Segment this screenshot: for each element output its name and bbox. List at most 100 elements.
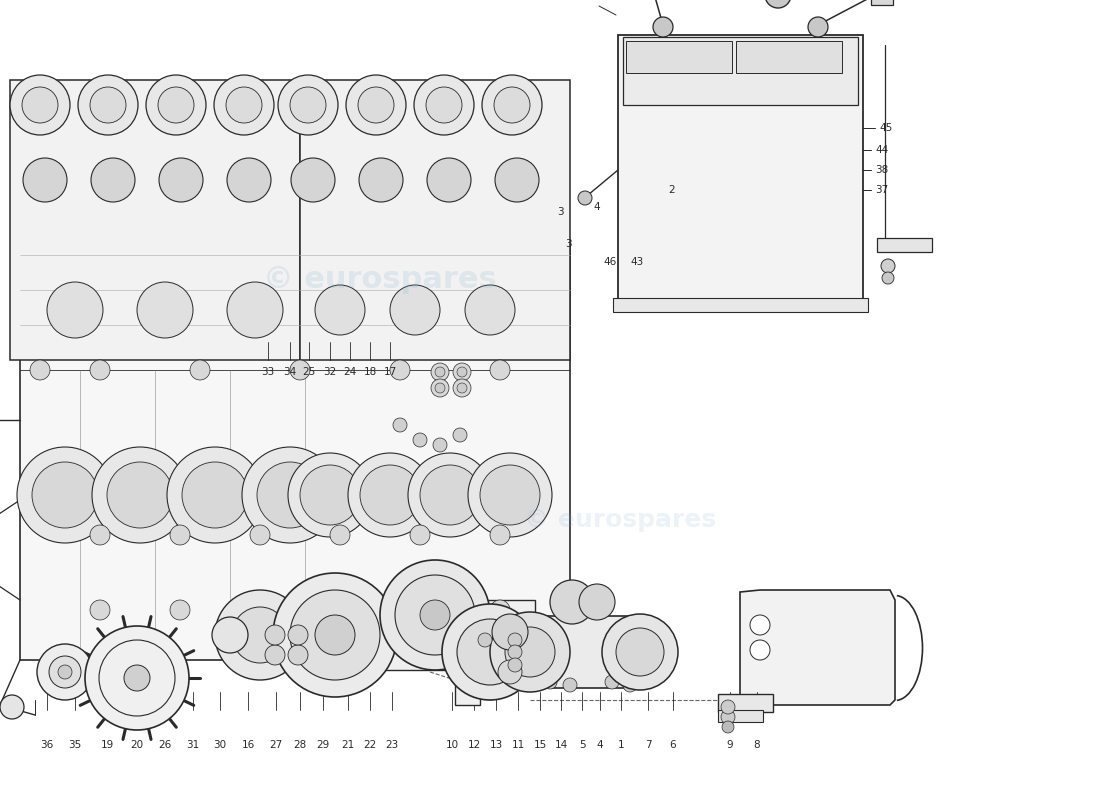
Circle shape: [16, 447, 113, 543]
Circle shape: [490, 600, 510, 620]
Circle shape: [410, 525, 430, 545]
Circle shape: [288, 625, 308, 645]
Circle shape: [563, 678, 578, 692]
Circle shape: [881, 259, 895, 273]
Text: 16: 16: [241, 740, 254, 750]
Circle shape: [764, 0, 791, 8]
Circle shape: [490, 360, 510, 380]
Bar: [877, 238, 932, 252]
Circle shape: [170, 600, 190, 620]
Circle shape: [478, 633, 492, 647]
Circle shape: [433, 438, 447, 452]
Circle shape: [453, 428, 468, 442]
Circle shape: [495, 158, 539, 202]
Text: 26: 26: [158, 740, 172, 750]
Circle shape: [360, 465, 420, 525]
Text: 24: 24: [343, 367, 356, 377]
Circle shape: [452, 627, 468, 643]
Circle shape: [412, 433, 427, 447]
Text: 9: 9: [727, 740, 734, 750]
Text: 25: 25: [302, 367, 316, 377]
Circle shape: [242, 447, 338, 543]
Text: 13: 13: [490, 740, 503, 750]
Circle shape: [265, 645, 285, 665]
Circle shape: [456, 383, 468, 393]
Circle shape: [107, 462, 173, 528]
Circle shape: [226, 87, 262, 123]
Text: 4: 4: [594, 202, 601, 212]
Circle shape: [434, 367, 446, 377]
Circle shape: [505, 627, 556, 677]
Circle shape: [227, 158, 271, 202]
Circle shape: [508, 633, 522, 647]
Circle shape: [490, 612, 570, 692]
Text: 22: 22: [363, 740, 376, 750]
Circle shape: [214, 75, 274, 135]
Text: 34: 34: [284, 367, 297, 377]
Text: 7: 7: [645, 740, 651, 750]
Circle shape: [808, 17, 828, 37]
Circle shape: [85, 626, 189, 730]
Circle shape: [492, 614, 528, 650]
Circle shape: [490, 525, 510, 545]
Polygon shape: [10, 80, 300, 360]
Circle shape: [480, 465, 540, 525]
Circle shape: [550, 580, 594, 624]
Circle shape: [90, 600, 110, 620]
Circle shape: [508, 658, 522, 672]
Circle shape: [300, 465, 360, 525]
Circle shape: [722, 721, 734, 733]
Text: 43: 43: [630, 257, 644, 267]
Circle shape: [138, 282, 192, 338]
Text: 19: 19: [100, 740, 113, 750]
Bar: [718, 694, 773, 712]
Circle shape: [482, 75, 542, 135]
Polygon shape: [20, 240, 570, 660]
Circle shape: [456, 367, 468, 377]
Circle shape: [494, 87, 530, 123]
Text: 1: 1: [618, 740, 625, 750]
Circle shape: [456, 619, 522, 685]
Bar: [618, 35, 864, 300]
Circle shape: [346, 75, 406, 135]
Circle shape: [182, 462, 248, 528]
Bar: [736, 41, 842, 73]
Circle shape: [408, 453, 492, 537]
Bar: [255, 600, 535, 670]
Circle shape: [882, 272, 894, 284]
Circle shape: [623, 678, 637, 692]
Circle shape: [330, 525, 350, 545]
Circle shape: [212, 617, 248, 653]
Circle shape: [160, 158, 204, 202]
Circle shape: [442, 604, 538, 700]
Circle shape: [90, 360, 110, 380]
Text: 14: 14: [554, 740, 568, 750]
Text: 28: 28: [294, 740, 307, 750]
Circle shape: [390, 360, 410, 380]
Circle shape: [379, 560, 490, 670]
Circle shape: [37, 644, 94, 700]
Circle shape: [288, 453, 372, 537]
Circle shape: [358, 87, 394, 123]
Bar: [718, 710, 763, 722]
Bar: [623, 37, 858, 105]
Text: 8: 8: [754, 740, 760, 750]
Circle shape: [653, 17, 673, 37]
Circle shape: [579, 584, 615, 620]
Circle shape: [720, 710, 735, 724]
Circle shape: [578, 191, 592, 205]
Circle shape: [468, 453, 552, 537]
Circle shape: [290, 87, 326, 123]
Polygon shape: [455, 600, 480, 705]
Bar: [871, 0, 893, 5]
Circle shape: [265, 625, 285, 645]
Circle shape: [465, 285, 515, 335]
Circle shape: [426, 87, 462, 123]
Text: 2: 2: [669, 185, 675, 195]
Circle shape: [315, 285, 365, 335]
Text: 31: 31: [186, 740, 199, 750]
Circle shape: [90, 525, 110, 545]
Text: 15: 15: [534, 740, 547, 750]
Circle shape: [124, 665, 150, 691]
Text: 33: 33: [262, 367, 275, 377]
